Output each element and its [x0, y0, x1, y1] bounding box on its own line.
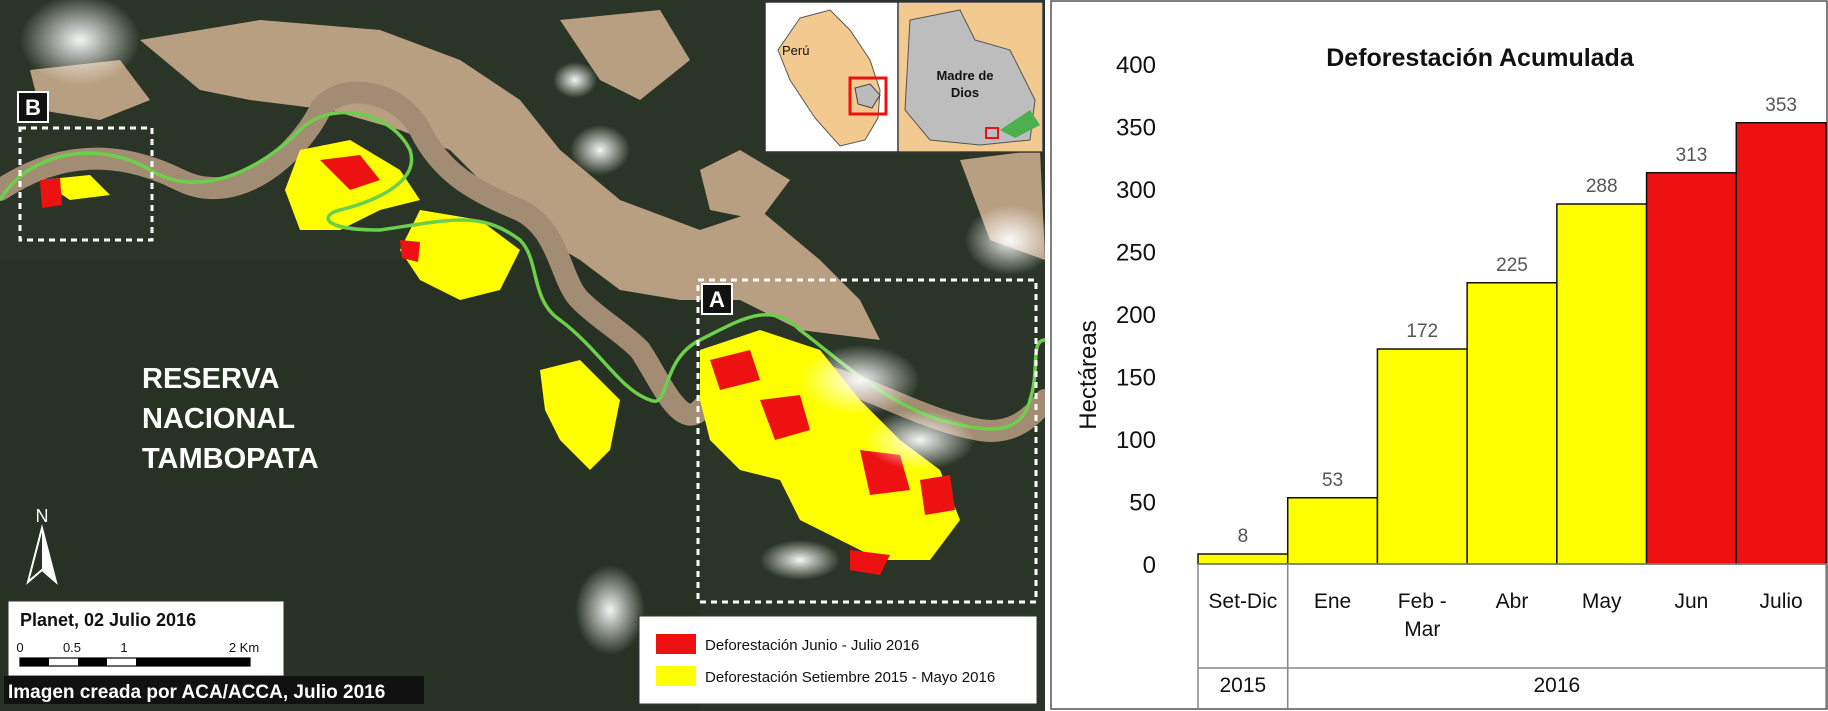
- zone-b-box: [18, 126, 154, 242]
- svg-text:NACIONAL: NACIONAL: [142, 403, 295, 435]
- scale-tick: 0: [16, 640, 23, 655]
- legend-swatch-red: [656, 634, 696, 654]
- bar: [1286, 497, 1379, 565]
- bar-value-label: 313: [1676, 145, 1708, 166]
- y-tick-label: 50: [1129, 490, 1156, 517]
- y-tick-label: 300: [1116, 177, 1156, 204]
- category-label: May: [1582, 590, 1622, 613]
- legend-label-yellow: Deforestación Setiembre 2015 - Mayo 2016: [705, 669, 995, 686]
- inset-peru-label: Perú: [782, 43, 809, 58]
- legend-swatch-yellow: [656, 666, 696, 686]
- svg-text:TAMBOPATA: TAMBOPATA: [142, 443, 319, 475]
- scale-bar: [19, 657, 251, 667]
- y-tick-label: 250: [1116, 240, 1156, 267]
- svg-text:RESERVA: RESERVA: [142, 363, 280, 395]
- bar: [1735, 122, 1827, 565]
- legend-label-red: Deforestación Junio - Julio 2016: [705, 637, 919, 654]
- inset-maps: Perú Madre de Dios: [764, 1, 1044, 153]
- bar-value-label: 288: [1586, 176, 1618, 197]
- inset-region-label: Madre de: [936, 68, 993, 83]
- bar: [1197, 553, 1289, 565]
- group-label: 2015: [1219, 674, 1266, 697]
- bar-value-label: 353: [1765, 95, 1797, 116]
- bar: [1556, 203, 1648, 565]
- category-label: Ene: [1314, 590, 1351, 613]
- reserve-label: RESERVA NACIONAL TAMBOPATA: [142, 363, 319, 475]
- north-label: N: [36, 506, 49, 526]
- category-label: Feb -Mar: [1398, 590, 1447, 641]
- bar: [1645, 172, 1738, 565]
- category-label: Jun: [1674, 590, 1708, 613]
- deforestation-sep2015-may2016: [40, 140, 960, 560]
- category-label: Abr: [1496, 590, 1529, 613]
- bar-value-label: 225: [1496, 255, 1528, 276]
- bar: [1376, 348, 1468, 565]
- scale-tick: 2 Km: [229, 640, 259, 655]
- deforestation-jun-jul2016: [40, 155, 955, 575]
- scale-tick: 1: [120, 640, 127, 655]
- bar-value-label: 53: [1322, 470, 1343, 491]
- chart-title: Deforestación Acumulada: [1326, 44, 1635, 72]
- y-tick-label: 100: [1116, 427, 1156, 454]
- scale-title: Planet, 02 Julio 2016: [20, 610, 196, 630]
- y-tick-label: 0: [1143, 552, 1156, 579]
- clouds: [20, 0, 1045, 655]
- scale-tick: 0.5: [63, 640, 81, 655]
- y-tick-label: 350: [1116, 115, 1156, 142]
- group-label: 2016: [1533, 674, 1580, 697]
- satellite-map: B A RESERVA NACIONAL TAMBOPATA N Planet,…: [0, 0, 1045, 711]
- zone-b-label: B: [25, 95, 41, 120]
- inset-region-label: Dios: [951, 85, 979, 100]
- peru-shape: [777, 9, 881, 147]
- deforestation-chart: Deforestación Acumulada Hectáreas 0 50 100…: [1050, 0, 1828, 710]
- image-credit: Imagen creada por ACA/ACCA, Julio 2016: [8, 682, 385, 703]
- y-tick-label: 200: [1116, 302, 1156, 329]
- y-tick-label: 400: [1116, 52, 1156, 79]
- y-axis-label: Hectáreas: [1075, 320, 1102, 429]
- map-legend: [638, 615, 1038, 705]
- category-label: Julio: [1760, 590, 1803, 613]
- zone-a-box: [696, 278, 1038, 604]
- bar: [1466, 282, 1558, 565]
- bar-value-label: 172: [1406, 321, 1438, 342]
- category-label: Set-Dic: [1208, 590, 1277, 613]
- bar-value-label: 8: [1238, 526, 1249, 547]
- zone-a-label: A: [709, 287, 725, 312]
- y-tick-label: 150: [1116, 365, 1156, 392]
